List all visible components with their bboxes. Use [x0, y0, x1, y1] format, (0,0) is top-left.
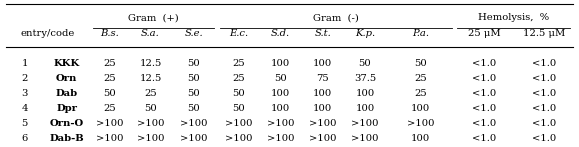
Text: E.c.: E.c. [229, 29, 248, 38]
Text: 3: 3 [21, 89, 28, 98]
Text: >100: >100 [225, 119, 252, 128]
Text: >100: >100 [96, 119, 124, 128]
Text: 50: 50 [104, 89, 116, 98]
Text: Dab: Dab [56, 89, 78, 98]
Text: 4: 4 [21, 104, 28, 113]
Text: <1.0: <1.0 [472, 134, 496, 143]
Text: Dab-B: Dab-B [49, 134, 84, 143]
Text: 100: 100 [356, 89, 375, 98]
Text: 25: 25 [104, 104, 116, 113]
Text: <1.0: <1.0 [472, 89, 496, 98]
Text: >100: >100 [225, 134, 252, 143]
Text: >100: >100 [137, 134, 164, 143]
Text: 100: 100 [271, 89, 290, 98]
Text: S.d.: S.d. [271, 29, 290, 38]
Text: 50: 50 [232, 89, 245, 98]
Text: >100: >100 [180, 134, 208, 143]
Text: 25: 25 [104, 59, 116, 68]
Text: Hemolysis,  %: Hemolysis, % [478, 13, 549, 22]
Text: >100: >100 [267, 134, 294, 143]
Text: 50: 50 [144, 104, 157, 113]
Text: <1.0: <1.0 [472, 59, 496, 68]
Text: 25: 25 [144, 89, 157, 98]
Text: 50: 50 [358, 59, 372, 68]
Text: 50: 50 [188, 89, 200, 98]
Text: 75: 75 [316, 74, 329, 83]
Text: B.s.: B.s. [101, 29, 119, 38]
Text: 25 μM: 25 μM [468, 29, 501, 38]
Text: 50: 50 [188, 74, 200, 83]
Text: 12.5: 12.5 [140, 59, 162, 68]
Text: >100: >100 [406, 119, 434, 128]
Text: 6: 6 [21, 134, 28, 143]
Text: 25: 25 [414, 89, 427, 98]
Text: 100: 100 [313, 89, 332, 98]
Text: 12.5 μM: 12.5 μM [523, 29, 565, 38]
Text: >100: >100 [267, 119, 294, 128]
Text: 100: 100 [271, 104, 290, 113]
Text: 1: 1 [21, 59, 28, 68]
Text: 25: 25 [104, 74, 116, 83]
Text: <1.0: <1.0 [532, 89, 556, 98]
Text: >100: >100 [309, 119, 336, 128]
Text: 50: 50 [188, 59, 200, 68]
Text: <1.0: <1.0 [532, 104, 556, 113]
Text: Gram  (-): Gram (-) [313, 13, 359, 22]
Text: >100: >100 [351, 119, 379, 128]
Text: 25: 25 [232, 59, 245, 68]
Text: >100: >100 [180, 119, 208, 128]
Text: <1.0: <1.0 [532, 134, 556, 143]
Text: 37.5: 37.5 [354, 74, 376, 83]
Text: P.a.: P.a. [412, 29, 429, 38]
Text: <1.0: <1.0 [472, 74, 496, 83]
Text: 25: 25 [414, 74, 427, 83]
Text: Gram  (+): Gram (+) [128, 13, 179, 22]
Text: >100: >100 [351, 134, 379, 143]
Text: S.a.: S.a. [141, 29, 160, 38]
Text: Orn: Orn [56, 74, 77, 83]
Text: 100: 100 [313, 104, 332, 113]
Text: 12.5: 12.5 [140, 74, 162, 83]
Text: <1.0: <1.0 [472, 119, 496, 128]
Text: S.t.: S.t. [314, 29, 331, 38]
Text: Dpr: Dpr [56, 104, 77, 113]
Text: 25: 25 [232, 74, 245, 83]
Text: >100: >100 [309, 134, 336, 143]
Text: <1.0: <1.0 [532, 119, 556, 128]
Text: K.p.: K.p. [355, 29, 375, 38]
Text: 100: 100 [411, 134, 430, 143]
Text: 5: 5 [21, 119, 28, 128]
Text: 50: 50 [414, 59, 427, 68]
Text: Orn-O: Orn-O [50, 119, 83, 128]
Text: KKK: KKK [53, 59, 80, 68]
Text: 100: 100 [313, 59, 332, 68]
Text: >100: >100 [137, 119, 164, 128]
Text: 50: 50 [232, 104, 245, 113]
Text: <1.0: <1.0 [532, 59, 556, 68]
Text: 100: 100 [411, 104, 430, 113]
Text: 50: 50 [188, 104, 200, 113]
Text: >100: >100 [96, 134, 124, 143]
Text: 100: 100 [271, 59, 290, 68]
Text: 100: 100 [356, 104, 375, 113]
Text: 50: 50 [274, 74, 287, 83]
Text: <1.0: <1.0 [472, 104, 496, 113]
Text: <1.0: <1.0 [532, 74, 556, 83]
Text: 2: 2 [21, 74, 28, 83]
Text: S.e.: S.e. [185, 29, 203, 38]
Text: entry/code: entry/code [21, 29, 75, 38]
